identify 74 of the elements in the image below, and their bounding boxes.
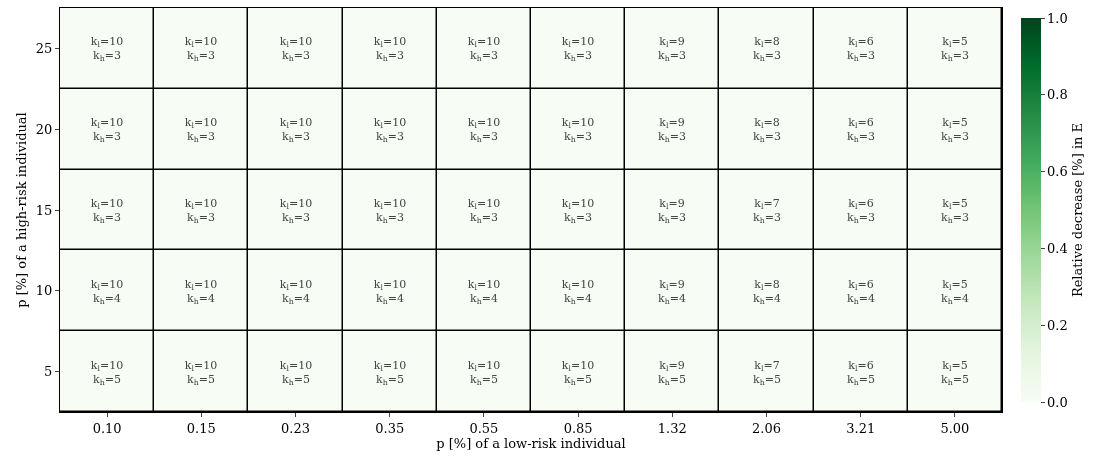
data-label: k$_{l}$=8 k$_{h}$=3 — [753, 115, 781, 145]
data-label: k$_{l}$=10 k$_{h}$=3 — [561, 196, 595, 226]
x-axis-title: p [%] of a low-risk individual — [436, 436, 626, 452]
data-label: k$_{l}$=9 k$_{h}$=3 — [658, 34, 686, 64]
data-label: k$_{l}$=10 k$_{h}$=3 — [561, 34, 595, 64]
data-label: k$_{l}$=5 k$_{h}$=3 — [941, 196, 969, 226]
y-tick-label: 25 — [35, 40, 53, 56]
data-label: k$_{l}$=10 k$_{h}$=3 — [279, 34, 313, 64]
color-bar-label: 0.2 — [1047, 317, 1068, 333]
data-label: k$_{l}$=6 k$_{h}$=4 — [847, 277, 875, 307]
data-label: k$_{l}$=10 k$_{h}$=3 — [279, 115, 313, 145]
x-tick-label: 0.85 — [563, 420, 593, 436]
data-label: k$_{l}$=10 k$_{h}$=3 — [467, 196, 501, 226]
data-label: k$_{l}$=10 k$_{h}$=3 — [373, 34, 407, 64]
data-label: k$_{l}$=10 k$_{h}$=3 — [184, 196, 218, 226]
data-label: k$_{l}$=10 k$_{h}$=5 — [90, 358, 124, 388]
color-bar-label: 0.6 — [1047, 164, 1068, 180]
data-label: k$_{l}$=10 k$_{h}$=5 — [184, 358, 218, 388]
data-label: k$_{l}$=6 k$_{h}$=3 — [847, 196, 875, 226]
data-label: k$_{l}$=8 k$_{h}$=4 — [753, 277, 781, 307]
data-label: k$_{l}$=5 k$_{h}$=3 — [941, 34, 969, 64]
data-label: k$_{l}$=10 k$_{h}$=5 — [561, 358, 595, 388]
data-label: k$_{l}$=10 k$_{h}$=4 — [184, 277, 218, 307]
x-tick-label: 0.35 — [375, 420, 405, 436]
data-label: k$_{l}$=6 k$_{h}$=5 — [847, 358, 875, 388]
data-label: k$_{l}$=10 k$_{h}$=3 — [90, 196, 124, 226]
data-label: k$_{l}$=9 k$_{h}$=4 — [658, 277, 686, 307]
color-bar-title: Relative decrease [%] in E — [1069, 122, 1085, 298]
data-label: k$_{l}$=6 k$_{h}$=3 — [847, 34, 875, 64]
data-label: k$_{l}$=10 k$_{h}$=3 — [279, 196, 313, 226]
data-label: k$_{l}$=10 k$_{h}$=3 — [90, 115, 124, 145]
data-label: k$_{l}$=10 k$_{h}$=3 — [373, 115, 407, 145]
y-axis-title: p [%] of a high-risk individual — [13, 112, 29, 308]
data-label: k$_{l}$=7 k$_{h}$=5 — [753, 358, 781, 388]
data-label: k$_{l}$=5 k$_{h}$=3 — [941, 115, 969, 145]
data-label: k$_{l}$=10 k$_{h}$=3 — [373, 196, 407, 226]
data-label: k$_{l}$=10 k$_{h}$=3 — [561, 115, 595, 145]
x-tick-label: 3.21 — [846, 420, 876, 436]
data-label: k$_{l}$=9 k$_{h}$=5 — [658, 358, 686, 388]
x-tick-label: 0.55 — [469, 420, 499, 436]
data-label: k$_{l}$=10 k$_{h}$=3 — [184, 34, 218, 64]
data-label: k$_{l}$=10 k$_{h}$=4 — [373, 277, 407, 307]
data-label: k$_{l}$=10 k$_{h}$=5 — [467, 358, 501, 388]
color-bar-label: 0.4 — [1047, 240, 1068, 256]
data-label: k$_{l}$=10 k$_{h}$=5 — [373, 358, 407, 388]
x-tick-label: 1.32 — [657, 420, 687, 436]
data-label: k$_{l}$=10 k$_{h}$=3 — [184, 115, 218, 145]
x-tick-label: 2.06 — [752, 420, 781, 436]
data-label: k$_{l}$=7 k$_{h}$=3 — [753, 196, 781, 226]
data-label: k$_{l}$=10 k$_{h}$=4 — [467, 277, 501, 307]
data-label: k$_{l}$=6 k$_{h}$=3 — [847, 115, 875, 145]
x-tick-label: 0.10 — [92, 420, 122, 436]
data-label: k$_{l}$=9 k$_{h}$=3 — [658, 196, 686, 226]
x-tick-label: 5.00 — [940, 420, 970, 436]
x-tick-label: 0.15 — [186, 420, 216, 436]
x-tick-label: 0.23 — [281, 420, 310, 436]
data-label: k$_{l}$=10 k$_{h}$=4 — [279, 277, 313, 307]
y-tick-label: 5 — [44, 364, 53, 380]
data-label: k$_{l}$=5 k$_{h}$=5 — [941, 358, 969, 388]
color-bar-label: 1.0 — [1047, 10, 1068, 26]
data-label: k$_{l}$=10 k$_{h}$=5 — [279, 358, 313, 388]
data-label: k$_{l}$=8 k$_{h}$=3 — [753, 34, 781, 64]
y-tick-label: 10 — [35, 283, 53, 299]
y-tick-label: 15 — [35, 202, 53, 218]
color-bar-label: 0.0 — [1047, 394, 1068, 410]
data-label: k$_{l}$=9 k$_{h}$=3 — [658, 115, 686, 145]
color-bar-label: 0.8 — [1047, 87, 1068, 103]
data-label: k$_{l}$=5 k$_{h}$=4 — [941, 277, 969, 307]
data-label: k$_{l}$=10 k$_{h}$=4 — [561, 277, 595, 307]
y-tick-label: 20 — [35, 121, 53, 137]
data-label: k$_{l}$=10 k$_{h}$=4 — [90, 277, 124, 307]
data-label: k$_{l}$=10 k$_{h}$=3 — [90, 34, 124, 64]
data-label: k$_{l}$=10 k$_{h}$=3 — [467, 115, 501, 145]
data-label: k$_{l}$=10 k$_{h}$=3 — [467, 34, 501, 64]
